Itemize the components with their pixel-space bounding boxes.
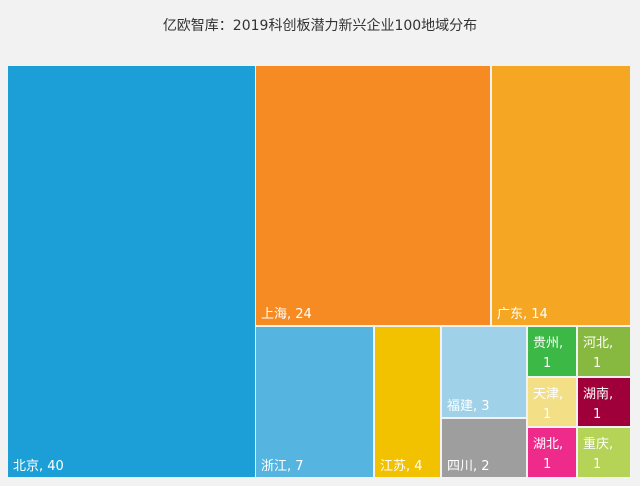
tile-label-guangdong: 广东, 14 xyxy=(497,307,548,322)
tile-label-hubei: 湖北, 1 xyxy=(533,437,563,472)
tile-hunan: 湖南, 1 xyxy=(578,378,630,426)
tile-rect-tianjin xyxy=(528,378,576,426)
tile-label-zhejiang: 浙江, 7 xyxy=(261,459,304,474)
tile-label-sichuan: 四川, 2 xyxy=(447,459,490,474)
tile-label-beijing: 北京, 40 xyxy=(13,459,64,474)
tile-rect-fujian xyxy=(442,327,526,417)
tile-hebei: 河北, 1 xyxy=(578,327,630,376)
tile-rect-sichuan xyxy=(442,419,526,477)
tile-rect-zhejiang xyxy=(256,327,373,477)
tile-shanghai: 上海, 24 xyxy=(256,66,490,325)
tile-label-jiangsu: 江苏, 4 xyxy=(380,458,423,474)
tile-rect-hebei xyxy=(578,327,630,376)
chart-title: 亿欧智库：2019科创板潜力新兴企业100地域分布 xyxy=(162,18,478,34)
tile-fujian: 福建, 3 xyxy=(442,327,526,417)
tile-rect-jiangsu xyxy=(375,327,440,477)
tile-label-shanghai: 上海, 24 xyxy=(261,307,312,322)
tile-sichuan: 四川, 2 xyxy=(442,419,526,477)
tile-beijing: 北京, 40 xyxy=(8,66,255,477)
tile-rect-hubei xyxy=(528,428,576,477)
tile-rect-guizhou xyxy=(528,327,576,376)
tile-zhejiang: 浙江, 7 xyxy=(256,327,373,477)
tile-guizhou: 贵州, 1 xyxy=(528,327,576,376)
tile-rect-hunan xyxy=(578,378,630,426)
tile-label-chongqing: 重庆, 1 xyxy=(583,436,613,472)
tile-label-tianjin: 天津, 1 xyxy=(533,387,563,422)
tile-label-hebei: 河北, 1 xyxy=(583,336,613,371)
tile-rect-beijing xyxy=(8,66,255,477)
tile-rect-shanghai xyxy=(256,66,490,325)
tile-label-guizhou: 贵州, 1 xyxy=(533,336,563,371)
tile-rect-chongqing xyxy=(578,428,630,477)
tile-jiangsu: 江苏, 4 xyxy=(375,327,440,477)
tile-chongqing: 重庆, 1 xyxy=(578,428,630,477)
tile-rect-guangdong xyxy=(492,66,630,325)
tile-hubei: 湖北, 1 xyxy=(528,428,576,477)
tile-label-hunan: 湖南, 1 xyxy=(583,386,613,422)
tile-tianjin: 天津, 1 xyxy=(528,378,576,426)
tile-label-fujian: 福建, 3 xyxy=(447,399,490,414)
tile-guangdong: 广东, 14 xyxy=(492,66,630,325)
